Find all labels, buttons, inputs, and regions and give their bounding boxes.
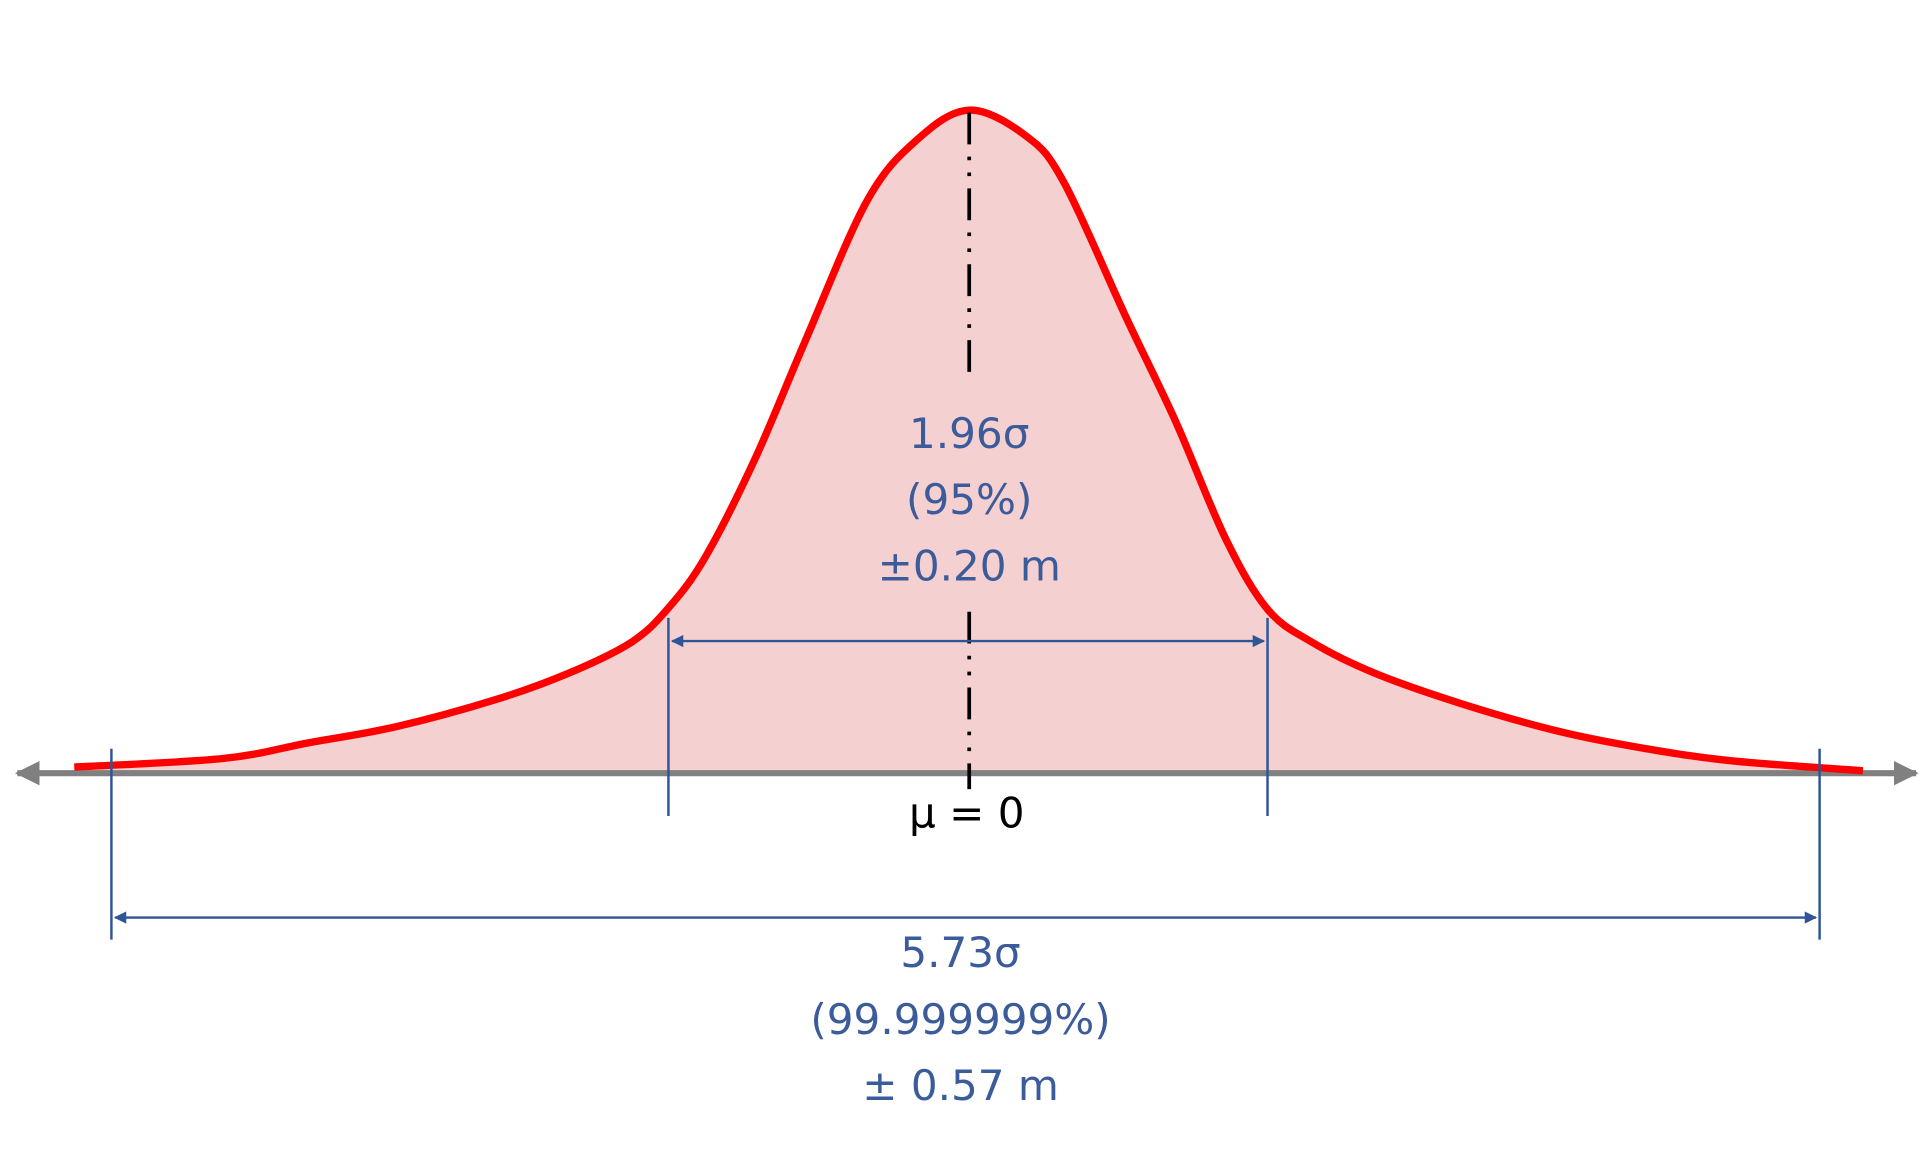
mean-label: μ = 0 (909, 789, 1025, 838)
outer-label: (99.999999%) (810, 995, 1110, 1044)
inner-label: ±0.20 m (878, 542, 1061, 591)
curve-area (74, 110, 1863, 774)
bell-curve (74, 106, 1864, 775)
inner-label: 1.96σ (909, 409, 1029, 458)
outer-label: ± 0.57 m (862, 1061, 1059, 1110)
inner-label: (95%) (906, 475, 1032, 524)
outer-label: 5.73σ (900, 928, 1020, 977)
